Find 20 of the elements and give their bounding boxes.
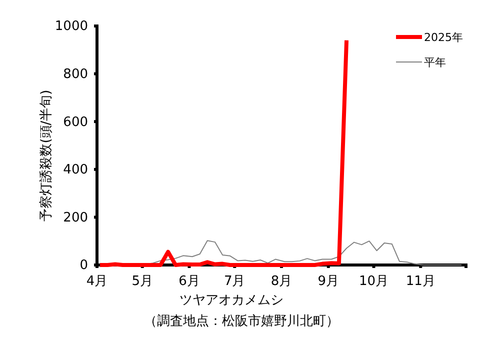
y-tick-label: 600 [63, 114, 88, 130]
y-tick-label: 200 [63, 210, 88, 226]
x-tick-label: 8月 [270, 274, 292, 290]
y-tick-label: 800 [63, 66, 88, 82]
y-tick-label: 400 [63, 162, 88, 178]
x-tick-label: 7月 [224, 274, 246, 290]
x-tick-label: 9月 [318, 274, 340, 290]
x-tick-label: 11月 [406, 274, 436, 290]
legend-label: 平年 [424, 56, 446, 69]
x-tick-label: 10月 [358, 274, 389, 290]
text: （調査地点：松阪市嬉野川北町） [144, 314, 339, 329]
line-series [98, 38, 349, 267]
legend-label: 2025年 [424, 31, 463, 44]
x-tick-label: 6月 [178, 274, 200, 290]
y-tick-label: 0 [80, 258, 88, 274]
y-axis-title: 予察灯誘殺数(頭/半旬) [38, 90, 54, 222]
x-tick-label: 4月 [86, 274, 108, 290]
x-axis-title: ツヤアオカメムシ [180, 293, 284, 308]
x-tick-label: 5月 [132, 274, 154, 290]
y-tick-label: 1000 [54, 19, 88, 34]
